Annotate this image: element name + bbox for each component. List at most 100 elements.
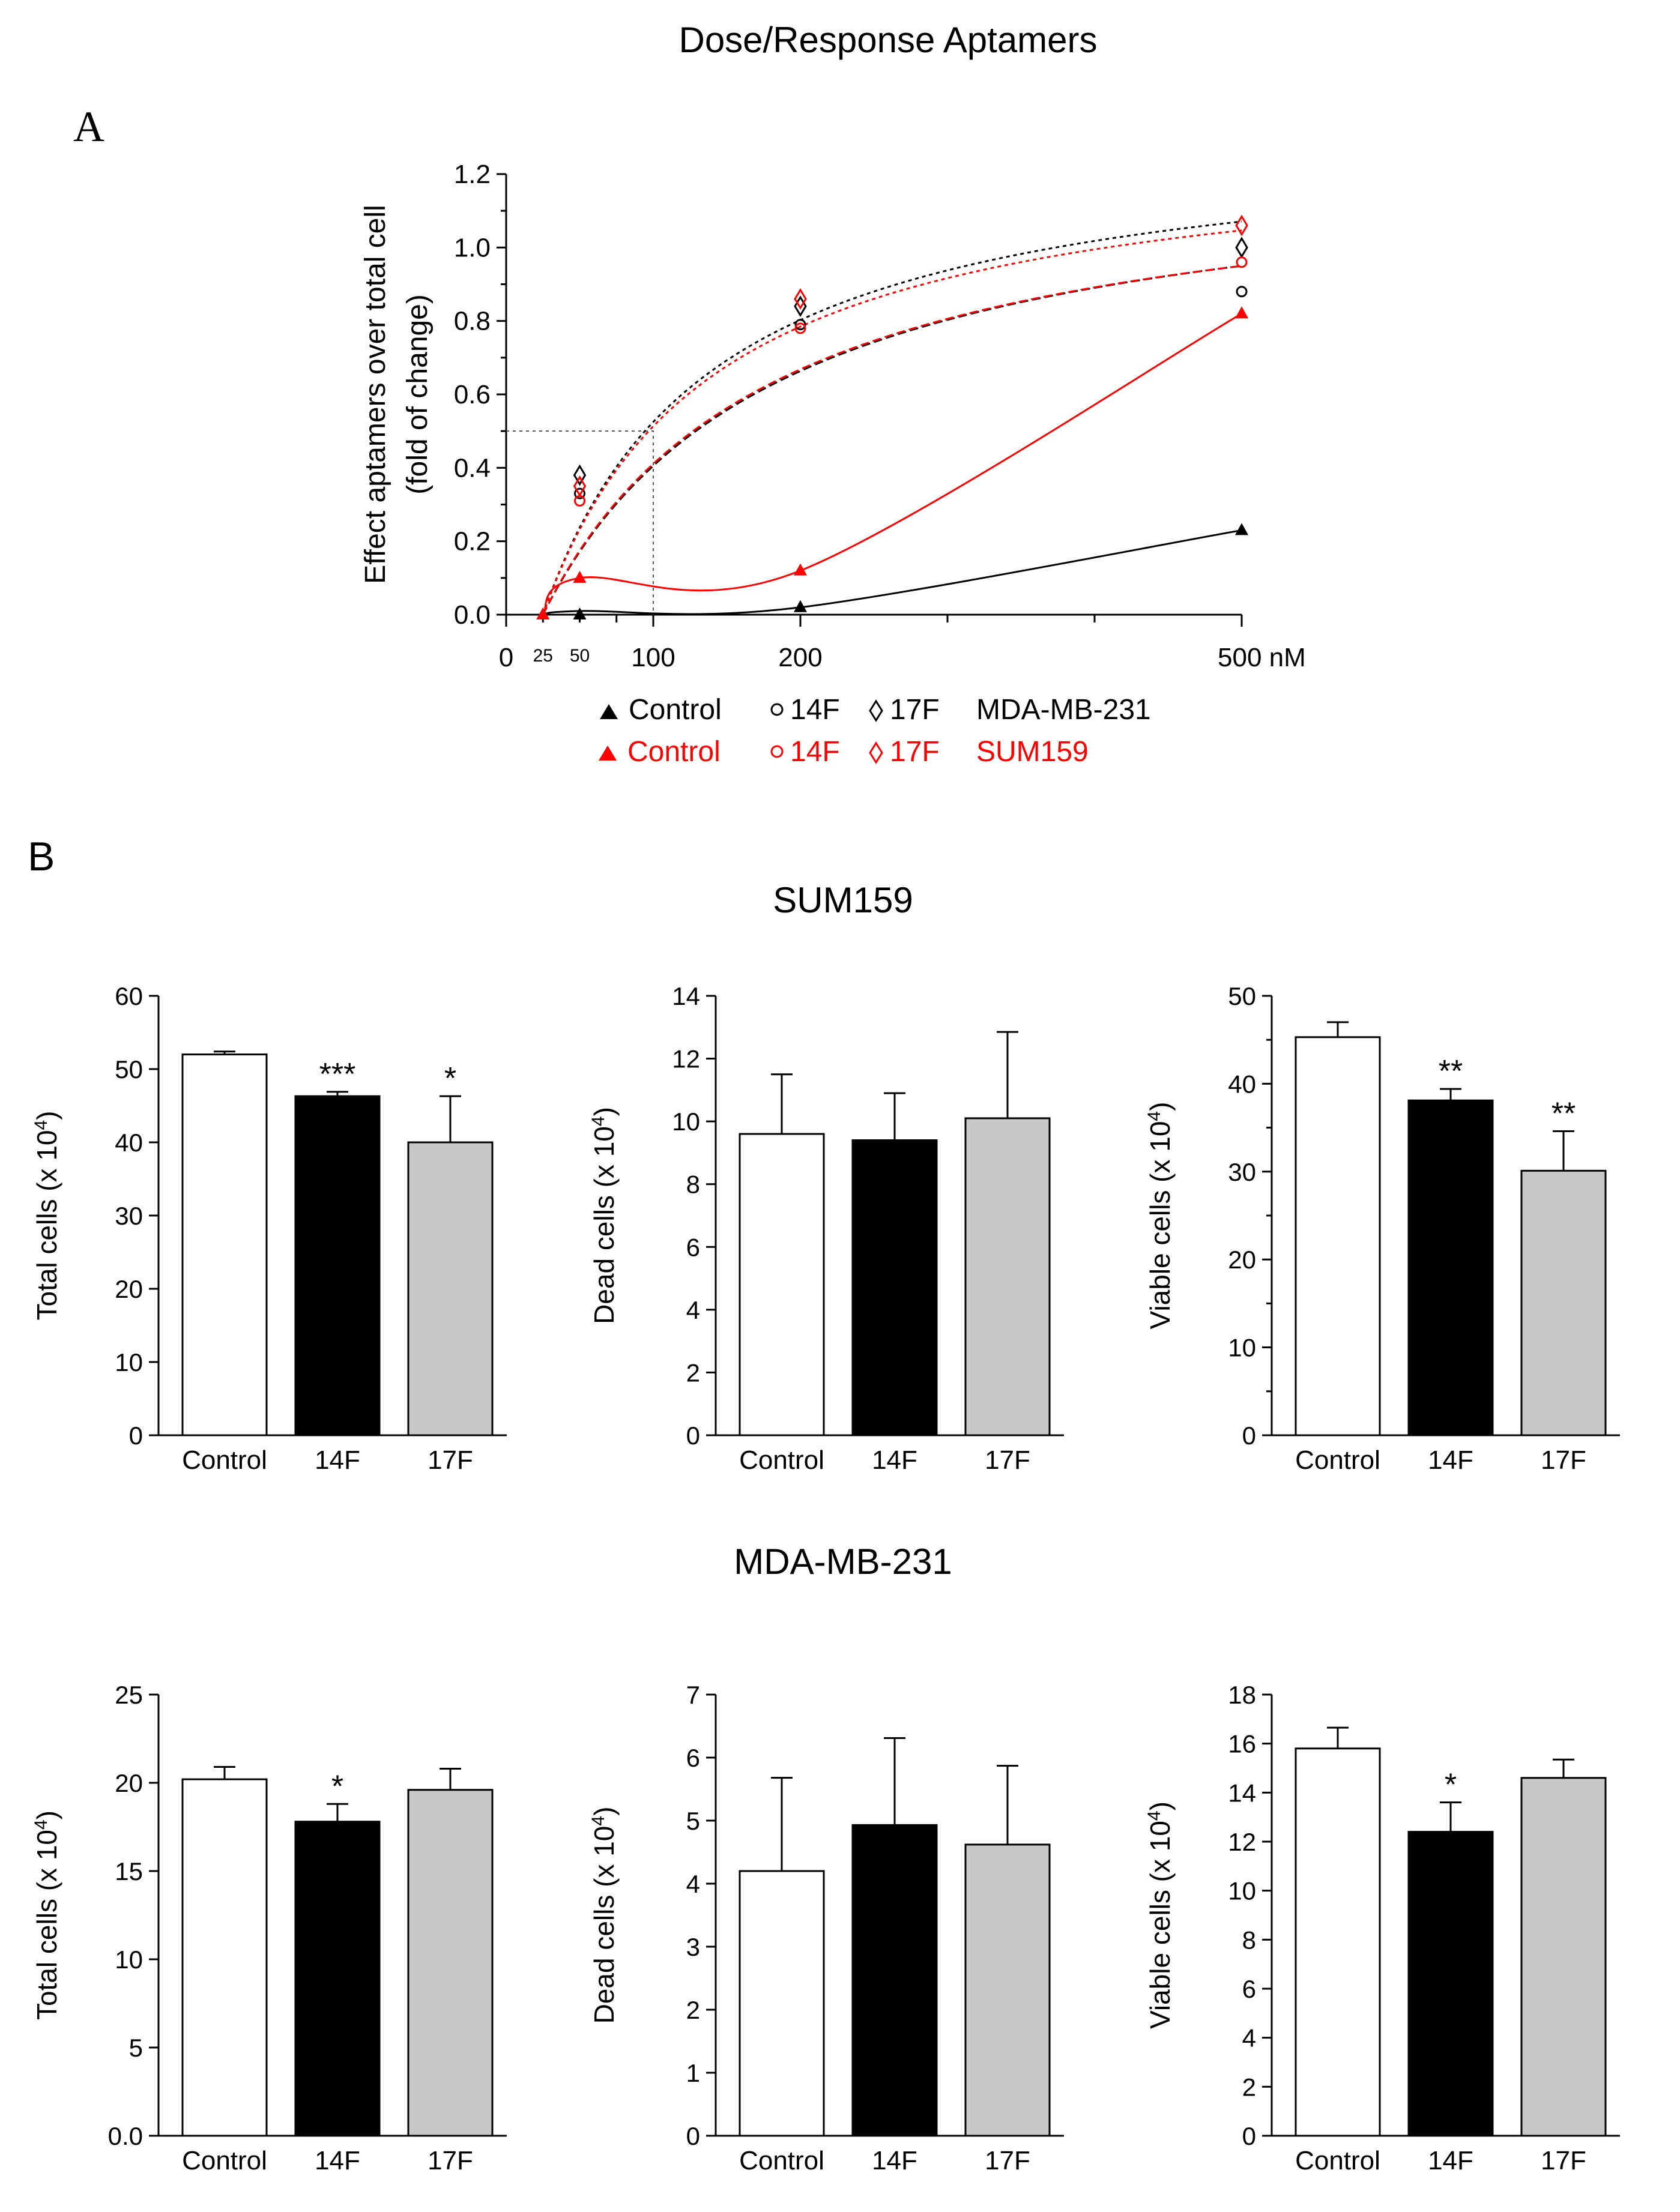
y-tick-label: 2 xyxy=(686,1358,700,1387)
data-point-control-sum159 xyxy=(1235,306,1248,319)
data-point-14f-mda-mb-231 xyxy=(1236,286,1248,298)
x-tick-label: Control xyxy=(739,1445,824,1475)
bar-14f xyxy=(294,1095,381,1436)
y-axis-label-line1: Effect aptamers over total cell xyxy=(360,205,391,583)
data-point-control-mda-mb-231 xyxy=(573,607,587,619)
y-axis-label-text: Dead cells (x 10 xyxy=(588,1126,620,1324)
y-tick-label: 16 xyxy=(1228,1730,1256,1758)
y-tick-label: 25 xyxy=(115,1681,143,1709)
legend-control-label-mda: Control xyxy=(629,694,722,726)
y-axis-label-text: Total cells (x 10 xyxy=(31,1130,62,1321)
y-tick-label: 6 xyxy=(686,1233,700,1261)
y-tick-label: 12 xyxy=(672,1045,700,1073)
significance-marker: ** xyxy=(1552,1096,1576,1131)
y-tick-label: 20 xyxy=(115,1769,143,1797)
data-point-17f-mda-mb-231 xyxy=(573,464,587,486)
significance-marker: * xyxy=(444,1061,456,1096)
bar-17f xyxy=(1520,1777,1607,2137)
y-tick-label: 5 xyxy=(129,2034,143,2062)
legend-14f-label-sum159: 14F xyxy=(790,736,840,768)
y-axis-label-line2: (fold of change) xyxy=(402,294,434,495)
y-tick-label: 6 xyxy=(686,1744,700,1772)
x-tick-label: Control xyxy=(182,2146,267,2175)
legend-14f-label-mda: 14F xyxy=(790,694,840,726)
y-tick-label: 50 xyxy=(115,1055,143,1083)
y-axis-label: Dead cells (x 104) xyxy=(588,1807,620,2024)
y-tick-label: 15 xyxy=(115,1857,143,1885)
y-axis-label-end: ) xyxy=(31,1111,62,1120)
y-tick-label: 10 xyxy=(1228,1334,1256,1362)
y-tick-label: 4 xyxy=(1242,2024,1256,2052)
data-point-17f-mda-mb-231 xyxy=(1235,237,1248,259)
x-tick-label: Control xyxy=(1295,1445,1380,1475)
y-tick-label: 60 xyxy=(115,982,143,1010)
sum159-viable-cells-chart: 0 10 20 30 40 50 Control 14F ** 17F ** Viable cells… xyxy=(1144,982,1620,1475)
y-tick-label: 40 xyxy=(115,1129,143,1157)
y-tick-label: 6 xyxy=(1242,1975,1256,2003)
x-tick-label: 17F xyxy=(1541,1445,1586,1475)
y-axis-label-text: Viable cells (x 10 xyxy=(1144,1821,1176,2029)
y-tick-label: 8 xyxy=(1242,1926,1256,1954)
x-tick-label: 17F xyxy=(985,1445,1030,1475)
mda-total-cells-chart: 0.0 5 10 15 20 25 Control 14F * 17F Total cells (x… xyxy=(31,1681,507,2175)
y-tick-label: 8 xyxy=(686,1171,700,1199)
y-tick-label: 0 xyxy=(129,1421,143,1450)
dose-response-chart: 0.0 0.2 0.4 0.6 0.8 1.0 1.2 0 25 50 100 200 500 nM Ef… xyxy=(360,160,1306,672)
y-axis-label-text: Viable cells (x 10 xyxy=(1144,1121,1176,1330)
x-tick-label: 14F xyxy=(1428,2146,1473,2175)
y-tick-label: 14 xyxy=(1228,1779,1256,1807)
legend-control-marker-mda xyxy=(600,704,618,719)
legend-17f-marker-mda xyxy=(869,699,883,722)
legend-14f-marker-mda xyxy=(770,703,784,716)
y-tick-label: 1.2 xyxy=(454,160,491,189)
sum159-heading: SUM159 xyxy=(773,880,913,920)
bar-control xyxy=(181,1053,268,1436)
bar-14f xyxy=(294,1821,381,2137)
y-tick-label: 30 xyxy=(115,1202,143,1230)
y-axis-label: Viable cells (x 104) xyxy=(1144,1801,1176,2029)
y-tick-label: 3 xyxy=(686,1933,700,1961)
significance-marker: *** xyxy=(319,1057,356,1092)
y-axis-label-end: ) xyxy=(588,1807,620,1816)
bar-17f xyxy=(407,1789,494,2137)
y-tick-label: 1 xyxy=(686,2059,700,2087)
y-tick-label: 4 xyxy=(686,1296,700,1324)
y-axis-label-end: ) xyxy=(31,1810,62,1819)
x-tick-label: 100 xyxy=(631,643,675,672)
bar-14f xyxy=(1407,1831,1494,2137)
bar-14f xyxy=(851,1824,938,2137)
legend-17f-marker-sum159 xyxy=(869,741,883,764)
y-tick-label: 0.0 xyxy=(108,2122,143,2150)
y-tick-label: 20 xyxy=(115,1275,143,1303)
legend-17f-label-sum159: 17F xyxy=(890,736,940,768)
x-tick-label: 17F xyxy=(1541,2146,1586,2175)
y-tick-label: 0 xyxy=(1242,2122,1256,2150)
data-point-17f-sum159 xyxy=(1235,214,1248,237)
y-tick-label: 10 xyxy=(115,1348,143,1376)
sum159-dead-cells-chart: 0 2 4 6 8 10 12 14 Control 14F 17F Dead cells (x 10… xyxy=(588,982,1064,1475)
y-axis-label-exponent: 4 xyxy=(1144,1111,1164,1121)
y-tick-label: 10 xyxy=(115,1945,143,1974)
y-axis-label: Viable cells (x 104) xyxy=(1144,1102,1176,1330)
sum159-total-cells-chart: 0 10 20 30 40 50 60 Control 14F *** 17F * Total cell… xyxy=(31,982,507,1475)
x-tick-label: 0 xyxy=(499,643,513,672)
y-tick-label: 10 xyxy=(1228,1877,1256,1905)
y-axis-label-end: ) xyxy=(588,1107,620,1116)
panel-b-label: B xyxy=(28,834,55,879)
data-point-control-sum159 xyxy=(536,607,550,619)
data-point-14f-mda-mb-231 xyxy=(574,487,585,499)
y-tick-label: 50 xyxy=(1228,982,1256,1010)
y-tick-label: 0.4 xyxy=(454,453,491,483)
y-axis-label-exponent: 4 xyxy=(31,1819,51,1830)
data-point-control-sum159 xyxy=(573,570,587,583)
panel-a-label: A xyxy=(73,103,104,151)
x-tick-label: 50 xyxy=(570,646,590,666)
x-tick-label: 14F xyxy=(1428,1445,1473,1475)
data-point-14f-mda-mb-231 xyxy=(794,319,806,331)
y-tick-label: 0 xyxy=(686,1421,700,1450)
y-axis-label-end: ) xyxy=(1144,1801,1176,1810)
y-tick-label: 0.0 xyxy=(454,600,491,630)
legend-17f-label-mda: 17F xyxy=(890,694,940,726)
fit-curve-14f-mda-mb-231 xyxy=(542,265,1242,615)
y-tick-label: 14 xyxy=(672,982,700,1010)
